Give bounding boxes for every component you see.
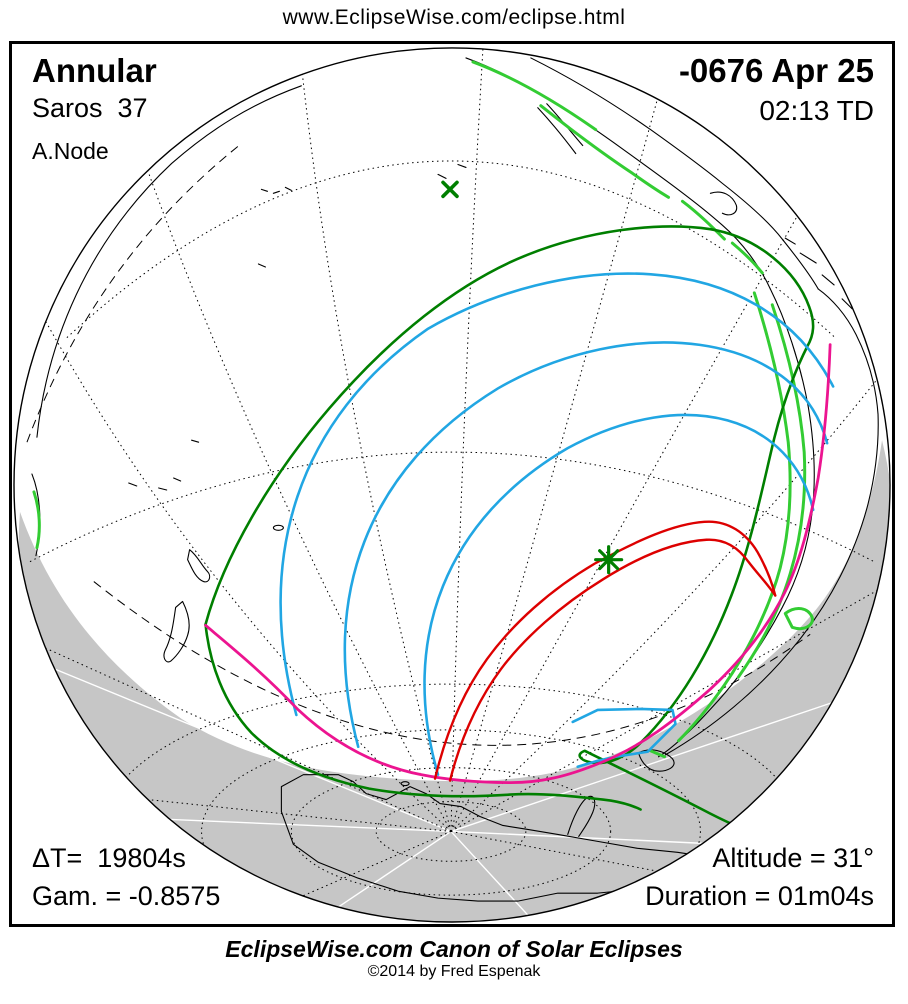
- saros-label: Saros 37: [32, 93, 148, 123]
- eclipse-date-label: -0676 Apr 25: [678, 52, 874, 89]
- sunrise-sunset-curve: [204, 343, 832, 785]
- sub-solar-marker: [441, 180, 459, 199]
- footer-title: EclipseWise.com Canon of Solar Eclipses: [225, 936, 683, 962]
- delta-t-label: ΔT= 19804s: [32, 843, 186, 873]
- greatest-eclipse-marker: [594, 545, 624, 575]
- gamma-label: Gam. = -0.8575: [32, 881, 221, 911]
- globe-ocean: [13, 47, 891, 923]
- eclipse-map-frame: Annular Saros 37 A.Node -0676 Apr 25 02:…: [9, 41, 895, 927]
- night-shade-region: [18, 440, 891, 923]
- eclipse-coast-highlight: [32, 60, 814, 759]
- duration-label: Duration = 01m04s: [645, 881, 874, 911]
- node-label: A.Node: [32, 138, 109, 164]
- globe-outline: [13, 47, 891, 923]
- magnitude-curves: [279, 272, 835, 776]
- altitude-label: Altitude = 31°: [712, 843, 874, 873]
- header-url-text: www.EclipseWise.com/eclipse.html: [282, 6, 626, 29]
- eclipse-type-label: Annular: [32, 52, 157, 89]
- penumbra-limit-curves: [204, 225, 815, 844]
- eclipse-globe-map: [13, 47, 891, 923]
- footer-copyright: ©2014 by Fred Espenak: [367, 963, 541, 980]
- eclipse-time-label: 02:13 TD: [759, 95, 874, 126]
